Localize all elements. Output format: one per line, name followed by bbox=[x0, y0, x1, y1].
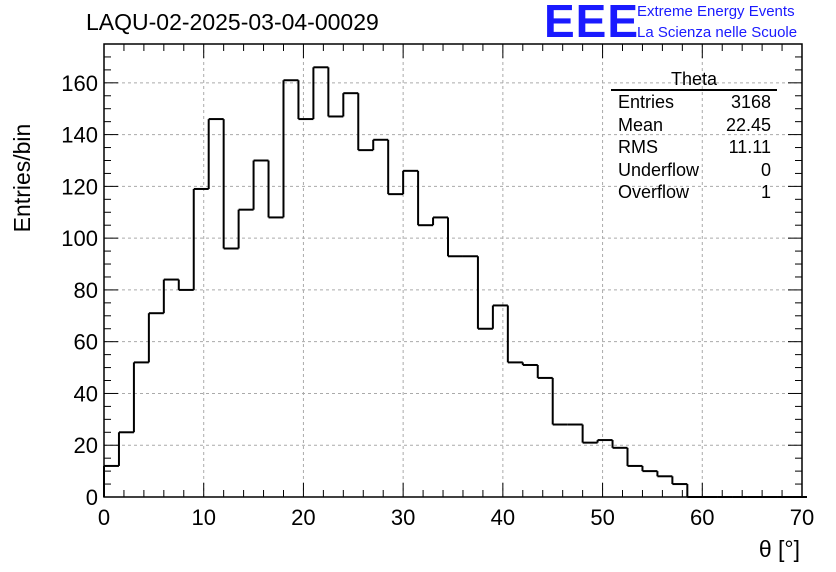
histogram-bin bbox=[611, 440, 628, 449]
histogram-bin bbox=[551, 377, 568, 426]
stats-title: Theta bbox=[611, 69, 777, 91]
plot-frame bbox=[103, 43, 803, 498]
stats-row-entries: Entries 3168 bbox=[611, 91, 777, 114]
histogram-bin bbox=[192, 187, 209, 290]
x-axis-label: θ [°] bbox=[759, 536, 800, 562]
histogram-bin bbox=[596, 439, 613, 443]
stats-label: Entries bbox=[618, 92, 675, 112]
stats-box: Theta Entries 3168 Mean 22.45 RMS 11.11 … bbox=[611, 69, 777, 204]
stats-label: Overflow bbox=[618, 182, 690, 203]
y-tick-label: 160 bbox=[61, 71, 98, 96]
x-tick-label: 60 bbox=[690, 505, 714, 530]
histogram-bin bbox=[402, 169, 419, 195]
histogram-bin bbox=[671, 476, 688, 486]
histogram-bin bbox=[521, 362, 538, 366]
histogram-bin bbox=[357, 93, 374, 152]
histogram-bin bbox=[147, 312, 164, 363]
histogram-bin bbox=[267, 160, 284, 219]
histogram-bin bbox=[656, 471, 673, 478]
histogram-bin bbox=[282, 79, 299, 218]
x-tick-label: 50 bbox=[590, 505, 614, 530]
stats-value: 0 bbox=[760, 159, 771, 180]
histogram-bin bbox=[207, 118, 224, 189]
grid-lines bbox=[104, 44, 802, 497]
x-tick-label: 70 bbox=[790, 505, 814, 530]
stats-value: 22.45 bbox=[725, 114, 771, 135]
y-tick-label: 120 bbox=[61, 174, 98, 199]
stats-label: Underflow bbox=[618, 159, 700, 180]
histogram-bin bbox=[506, 305, 523, 364]
y-tick-label: 40 bbox=[74, 381, 98, 406]
histogram-bin bbox=[297, 80, 314, 121]
run-title: LAQU-02-2025-03-04-00029 bbox=[86, 9, 379, 35]
histogram-bars bbox=[103, 66, 807, 498]
histogram-bin bbox=[312, 66, 329, 120]
histogram-bin bbox=[222, 119, 239, 250]
histogram-bin bbox=[626, 447, 643, 467]
histogram-bin bbox=[372, 138, 389, 151]
eee-logo: EEE bbox=[544, 0, 640, 47]
histogram-bin bbox=[132, 361, 149, 433]
histogram-bin bbox=[476, 256, 493, 330]
axes bbox=[103, 43, 803, 498]
histogram-bin bbox=[536, 364, 553, 379]
histogram-bin bbox=[327, 67, 344, 118]
stats-row-underflow: Underflow 0 bbox=[611, 159, 777, 182]
x-tick-label: 20 bbox=[291, 505, 315, 530]
y-tick-label: 80 bbox=[74, 278, 98, 303]
y-tick-label: 0 bbox=[86, 485, 98, 510]
histogram-bin bbox=[162, 278, 179, 314]
stats-value: 11.11 bbox=[728, 137, 771, 158]
stats-label: RMS bbox=[618, 137, 658, 158]
histogram-bin bbox=[177, 279, 194, 291]
y-tick-label: 100 bbox=[61, 226, 98, 251]
histogram-bin bbox=[641, 465, 658, 473]
histogram-bin bbox=[117, 431, 134, 466]
logo-subtitle-line2: La Scienza nelle Scuole bbox=[637, 24, 798, 41]
x-tick-label: 40 bbox=[491, 505, 515, 530]
x-tick-label: 30 bbox=[391, 505, 415, 530]
y-axis-label: Entries/bin bbox=[9, 124, 35, 233]
histogram-bin bbox=[581, 424, 598, 444]
stats-row-rms: RMS 11.11 bbox=[611, 136, 777, 159]
stats-value: 3168 bbox=[730, 92, 771, 112]
histogram-bin bbox=[686, 484, 703, 498]
histogram-bin bbox=[491, 304, 508, 329]
histogram-bin bbox=[432, 216, 449, 226]
y-tick-label: 140 bbox=[61, 123, 98, 148]
tick-marks bbox=[103, 43, 803, 498]
histogram-bin bbox=[252, 159, 269, 210]
histogram-bin bbox=[417, 170, 434, 227]
histogram-bin bbox=[103, 464, 119, 497]
x-tick-label: 0 bbox=[98, 505, 110, 530]
stats-value: 1 bbox=[760, 182, 771, 203]
histogram-bin bbox=[342, 92, 359, 117]
y-tick-label: 20 bbox=[74, 433, 98, 458]
stats-row-mean: Mean 22.45 bbox=[611, 114, 777, 137]
logo-subtitle-line1: Extreme Energy Events bbox=[637, 3, 795, 20]
histogram-bin bbox=[447, 217, 463, 258]
x-tick-label: 10 bbox=[191, 505, 215, 530]
histogram-bin bbox=[387, 139, 404, 196]
y-tick-label: 60 bbox=[74, 330, 98, 355]
stats-label: Mean bbox=[618, 114, 664, 135]
stats-row-overflow: Overflow 1 bbox=[611, 181, 777, 204]
histogram-bin bbox=[237, 208, 254, 249]
